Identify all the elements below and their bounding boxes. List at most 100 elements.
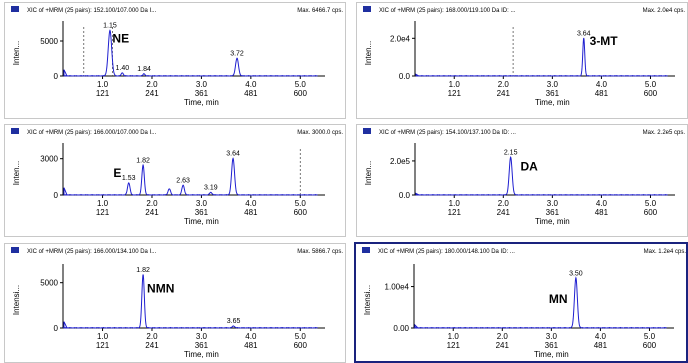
scan-tick-label: 121 [448, 89, 462, 98]
scan-tick-label: 600 [644, 89, 658, 98]
x-tick-label: 2.0 [498, 80, 510, 89]
chromatogram-panel-e[interactable]: XIC of +MRM (25 pairs): 166.000/107.000 … [4, 124, 346, 237]
scan-tick-label: 481 [595, 208, 609, 217]
panel-header-text: XIC of +MRM (25 pairs): 168.000/119.100 … [379, 8, 516, 14]
panel-max-label: Max. 1.2e4 cps. [644, 249, 687, 255]
panel-max-label: Max. 2.0e4 cps. [643, 8, 686, 14]
x-tick-label: 1.0 [97, 332, 109, 341]
scan-tick-label: 600 [294, 341, 308, 350]
x-axis-label: Time, min [535, 98, 570, 107]
chromatogram-panel-nmn[interactable]: XIC of +MRM (25 pairs): 166.000/134.100 … [4, 243, 346, 363]
chart-svg: XIC of +MRM (25 pairs): 168.000/119.100 … [363, 6, 686, 107]
x-tick-label: 2.0 [146, 80, 158, 89]
chart-svg: XIC of +MRM (25 pairs): 154.100/137.100 … [363, 128, 685, 226]
chromatogram-trace [63, 29, 318, 77]
x-tick-label: 3.0 [196, 199, 208, 208]
peak-label: 3.50 [569, 270, 583, 277]
x-tick-label: 2.0 [498, 199, 510, 208]
x-tick-label: 4.0 [245, 199, 257, 208]
compound-label: NMN [147, 282, 174, 296]
scan-tick-label: 481 [244, 341, 258, 350]
y-axis-label: Inten... [364, 41, 373, 65]
scan-tick-label: 600 [294, 89, 308, 98]
y-tick-label: 1.00e4 [385, 283, 410, 292]
x-tick-label: 5.0 [295, 332, 307, 341]
chromatogram-trace [415, 37, 668, 77]
scan-tick-label: 241 [145, 208, 159, 217]
panel-menu-icon [363, 6, 371, 12]
x-tick-label: 1.0 [97, 199, 109, 208]
x-tick-label: 5.0 [644, 332, 656, 341]
y-tick-label: 0 [54, 72, 59, 81]
peak-label: 3.64 [577, 30, 591, 37]
peak-label: 1.84 [137, 66, 151, 73]
scan-tick-label: 481 [594, 341, 608, 350]
x-tick-label: 1.0 [97, 80, 109, 89]
panel-max-label: Max. 5866.7 cps. [297, 249, 343, 255]
y-tick-label: 0.0 [399, 72, 411, 81]
scan-tick-label: 241 [497, 89, 511, 98]
scan-tick-label: 361 [546, 208, 560, 217]
y-tick-label: 0.00 [393, 324, 409, 333]
x-tick-label: 4.0 [596, 80, 608, 89]
peak-label: 1.53 [122, 175, 136, 182]
peak-label: 1.15 [103, 23, 117, 30]
x-tick-label: 3.0 [547, 199, 559, 208]
panel-header-text: XIC of +MRM (25 pairs): 180.000/148.100 … [378, 249, 515, 255]
y-tick-label: 0.0 [399, 191, 411, 200]
peak-label: 1.82 [136, 267, 150, 274]
scan-tick-label: 241 [145, 341, 159, 350]
y-tick-label: 5000 [40, 37, 58, 46]
x-tick-label: 5.0 [645, 199, 657, 208]
peak-label: 2.15 [504, 150, 518, 157]
peak-label: 3.19 [204, 185, 218, 192]
x-axis-label: Time, min [534, 350, 569, 359]
scan-tick-label: 600 [643, 341, 657, 350]
y-tick-label: 5000 [40, 279, 58, 288]
x-tick-label: 3.0 [547, 80, 559, 89]
scan-tick-label: 361 [195, 89, 209, 98]
panel-max-label: Max. 3000.0 cps. [297, 130, 343, 136]
chromatogram-panel-da[interactable]: XIC of +MRM (25 pairs): 154.100/137.100 … [356, 124, 688, 237]
y-axis-label: Inten... [12, 161, 21, 185]
y-tick-label: 2.0e4 [390, 34, 411, 43]
x-tick-label: 5.0 [295, 80, 307, 89]
scan-tick-label: 241 [496, 341, 510, 350]
chart-svg: XIC of +MRM (25 pairs): 152.100/107.000 … [11, 6, 343, 107]
panel-menu-icon [11, 128, 19, 134]
x-axis-label: Time, min [184, 217, 219, 226]
x-axis-label: Time, min [184, 98, 219, 107]
compound-label: 3-MT [590, 34, 619, 48]
panel-max-label: Max. 6466.7 cps. [297, 8, 343, 14]
chart-svg: XIC of +MRM (25 pairs): 166.000/107.000 … [11, 128, 343, 226]
panel-menu-icon [362, 247, 370, 253]
chromatogram-trace [62, 274, 318, 329]
chromatogram-panel-mn[interactable]: XIC of +MRM (25 pairs): 180.000/148.100 … [354, 242, 688, 363]
x-tick-label: 4.0 [245, 80, 257, 89]
x-tick-label: 3.0 [196, 80, 208, 89]
y-axis-label: Inten... [12, 41, 21, 65]
panel-header-text: XIC of +MRM (25 pairs): 154.100/137.100 … [379, 130, 516, 136]
scan-tick-label: 121 [447, 341, 461, 350]
x-tick-label: 4.0 [245, 332, 257, 341]
panel-menu-icon [11, 6, 19, 12]
compound-label: E [113, 166, 121, 180]
scan-tick-label: 361 [195, 208, 209, 217]
peak-label: 3.64 [226, 151, 240, 158]
peak-label: 1.40 [116, 65, 130, 72]
x-tick-label: 1.0 [448, 332, 460, 341]
panel-menu-icon [11, 247, 19, 253]
scan-tick-label: 361 [195, 341, 209, 350]
chromatogram-trace [415, 155, 668, 196]
y-axis-label: Intensi... [12, 285, 21, 315]
y-tick-label: 3000 [40, 155, 58, 164]
y-tick-label: 0 [54, 191, 59, 200]
scan-tick-label: 481 [595, 89, 609, 98]
chromatogram-panel-ne[interactable]: XIC of +MRM (25 pairs): 152.100/107.000 … [4, 2, 346, 119]
compound-label: NE [112, 31, 129, 45]
scan-tick-label: 241 [497, 208, 511, 217]
panel-header-text: XIC of +MRM (25 pairs): 152.100/107.000 … [27, 8, 157, 14]
x-tick-label: 3.0 [546, 332, 558, 341]
x-tick-label: 2.0 [497, 332, 509, 341]
chromatogram-panel-3mt[interactable]: XIC of +MRM (25 pairs): 168.000/119.100 … [356, 2, 688, 119]
